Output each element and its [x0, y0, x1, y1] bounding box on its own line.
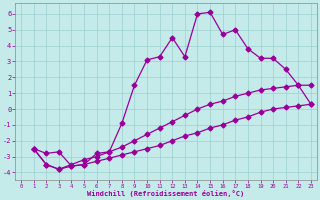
- X-axis label: Windchill (Refroidissement éolien,°C): Windchill (Refroidissement éolien,°C): [87, 190, 244, 197]
